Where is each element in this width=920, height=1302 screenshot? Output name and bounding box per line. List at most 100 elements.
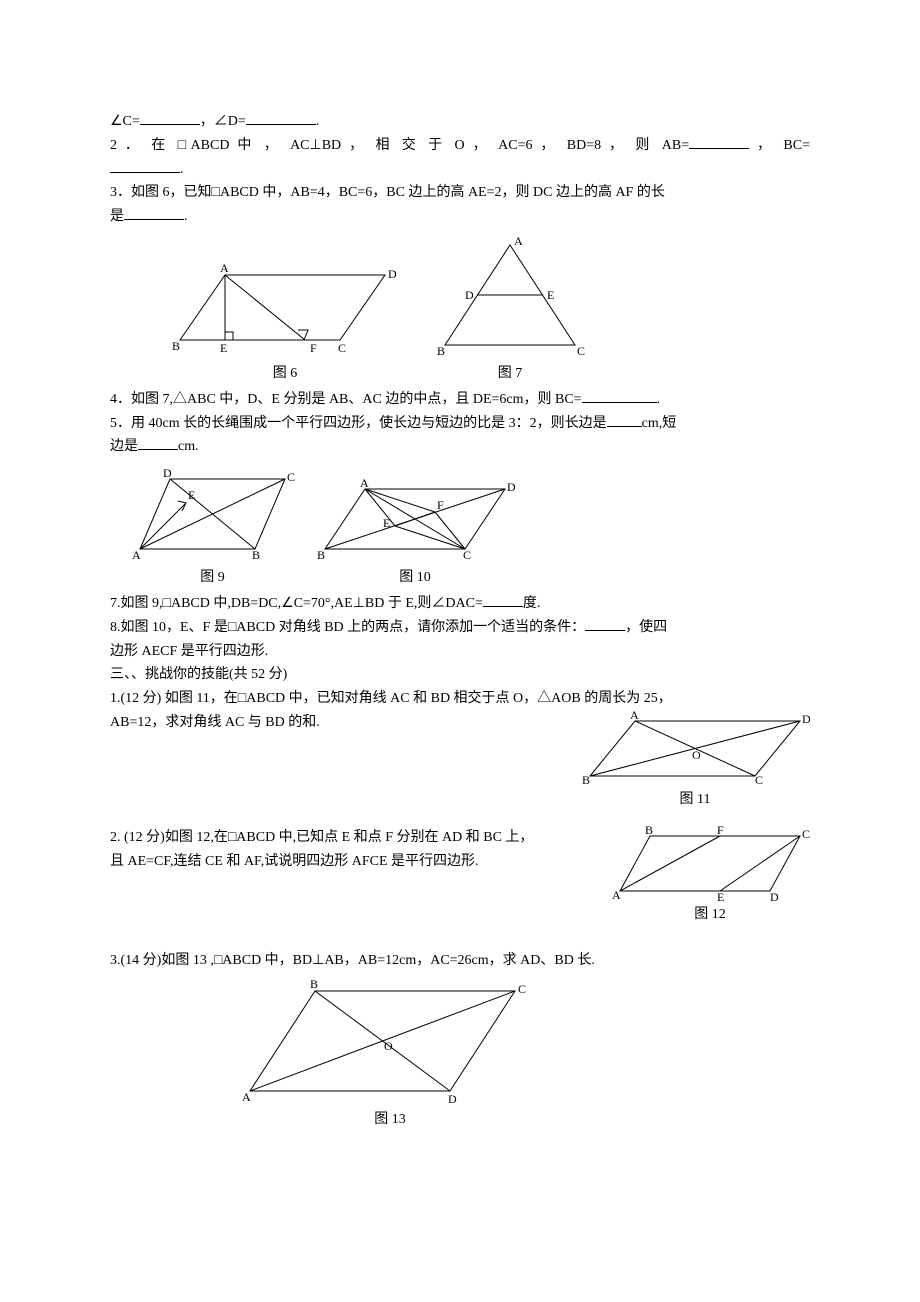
fig7-E: E xyxy=(547,288,554,302)
p2-line2: 且 AE=CF,连结 CE 和 AF,试说明四边形 AFCE 是平行四边形. xyxy=(110,850,600,874)
fig11-caption: 图 11 xyxy=(680,788,711,812)
q4-b: . xyxy=(657,392,661,407)
fig12-caption: 图 12 xyxy=(694,903,726,927)
fig12-F: F xyxy=(717,826,724,837)
q1-blank-c xyxy=(140,110,200,125)
fig13-O: O xyxy=(384,1039,393,1053)
fig10-D: D xyxy=(507,480,515,494)
q3-blank xyxy=(124,205,184,220)
q3-text2a: 是 xyxy=(110,209,124,224)
q1-blank-d xyxy=(246,110,316,125)
fig10-C: C xyxy=(463,548,471,562)
q3-text2b: . xyxy=(184,209,188,224)
q5-blank1 xyxy=(607,412,642,427)
q3-text1: 3．如图 6，已知□ABCD 中，AB=4，BC=6，BC 边上的高 AE=2，… xyxy=(110,185,665,200)
fig11-D: D xyxy=(802,712,810,726)
fig10-F: F xyxy=(437,498,444,512)
fig-row-6-7: A D B E F C 图 6 A D E B C 图 7 xyxy=(170,235,810,386)
fig13: B C A D O 图 13 xyxy=(240,976,540,1132)
q7-line: 7.如图 9,□ABCD 中,DB=DC,∠C=70°,AE⊥BD 于 E,则∠… xyxy=(110,592,810,616)
q2-line1: 2 ． 在 □ABCD 中 ， AC⊥BD ， 相 交 于 O ， AC=6 ，… xyxy=(110,134,810,158)
q5-1b: cm,短 xyxy=(642,416,677,431)
fig10: A D B C E F 图 10 xyxy=(315,479,515,590)
q4-blank xyxy=(582,388,657,403)
fig6-D: D xyxy=(388,267,397,281)
q8-line2: 边形 AECF 是平行四边形. xyxy=(110,640,810,664)
q4-line: 4．如图 7,△ABC 中，D、E 分别是 AB、AC 边的中点，且 DE=6c… xyxy=(110,388,810,412)
fig10-E: E xyxy=(383,516,390,530)
fig10-A: A xyxy=(360,479,369,490)
q8-1b: ，使四 xyxy=(625,620,667,635)
q3-line1: 3．如图 6，已知□ABCD 中，AB=4，BC=6，BC 边上的高 AE=2，… xyxy=(110,181,810,205)
fig12-E: E xyxy=(717,890,724,901)
q1-line: ∠C= ，∠D=. xyxy=(110,110,810,134)
q5-1a: 5．用 40cm 长的长绳围成一个平行四边形，使长边与短边的比是 3：2，则长边… xyxy=(110,416,607,431)
q8-line1: 8.如图 10，E、F 是□ABCD 对角线 BD 上的两点，请你添加一个适当的… xyxy=(110,616,810,640)
p1-line1: 1.(12 分) 如图 11，在□ABCD 中，已知对角线 AC 和 BD 相交… xyxy=(110,687,810,711)
q2-blank-bc xyxy=(110,158,180,173)
q2-b: ， BC= xyxy=(749,138,810,153)
q2-line2: . xyxy=(110,158,810,182)
q7-b: 度. xyxy=(523,596,541,611)
fig9-A: A xyxy=(132,548,141,562)
fig7-B: B xyxy=(437,344,445,358)
fig13-svg: B C A D O xyxy=(240,976,540,1106)
fig11: A D B C O 图 11 xyxy=(580,711,810,812)
p1-row: AB=12，求对角线 AC 与 BD 的和. A D B C O 图 11 xyxy=(110,711,810,812)
q8-2: 边形 AECF 是平行四边形. xyxy=(110,644,268,659)
q2-a: 2 ． 在 □ABCD 中 ， AC⊥BD ， 相 交 于 O ， AC=6 ，… xyxy=(110,138,689,153)
q2-c: . xyxy=(180,162,184,177)
p2-text: 2. (12 分)如图 12,在□ABCD 中,已知点 E 和点 F 分别在 A… xyxy=(110,826,600,874)
fig12-C: C xyxy=(802,827,810,841)
fig7-D: D xyxy=(465,288,474,302)
fig12-B: B xyxy=(645,826,653,837)
p1-line2: AB=12，求对角线 AC 与 BD 的和. xyxy=(110,711,570,735)
q5-line1: 5．用 40cm 长的长绳围成一个平行四边形，使长边与短边的比是 3：2，则长边… xyxy=(110,412,810,436)
fig11-svg: A D B C O xyxy=(580,711,810,786)
fig13-A: A xyxy=(242,1090,251,1104)
fig9-B: B xyxy=(252,548,260,562)
q8-1a: 8.如图 10，E、F 是□ABCD 对角线 BD 上的两点，请你添加一个适当的… xyxy=(110,620,585,635)
q4-a: 4．如图 7,△ABC 中，D、E 分别是 AB、AC 边的中点，且 DE=6c… xyxy=(110,392,582,407)
p2-line1: 2. (12 分)如图 12,在□ABCD 中,已知点 E 和点 F 分别在 A… xyxy=(110,826,600,850)
fig9-caption: 图 9 xyxy=(200,566,225,590)
fig12-D: D xyxy=(770,890,779,901)
fig10-B: B xyxy=(317,548,325,562)
fig-row-9-10: D C A B E 图 9 A xyxy=(130,469,810,590)
q1-mid: ，∠D= xyxy=(200,114,246,129)
fig12-svg: B F C A E D xyxy=(610,826,810,901)
fig9-D: D xyxy=(163,469,172,480)
fig6-caption: 图 6 xyxy=(273,362,298,386)
fig9-C: C xyxy=(287,470,295,484)
fig9: D C A B E 图 9 xyxy=(130,469,295,590)
fig12-A: A xyxy=(612,888,621,901)
fig9-svg: D C A B E xyxy=(130,469,295,564)
fig6-C: C xyxy=(338,341,346,355)
fig11-A: A xyxy=(630,711,639,722)
fig7-C: C xyxy=(577,344,585,358)
fig11-C: C xyxy=(755,773,763,786)
q1-suffix: . xyxy=(316,114,320,129)
fig6-E: E xyxy=(220,341,227,355)
q5-2a: 边是 xyxy=(110,439,138,454)
q8-blank xyxy=(585,616,625,631)
fig7-svg: A D E B C xyxy=(430,235,590,360)
fig13-D: D xyxy=(448,1092,457,1106)
fig9-E: E xyxy=(188,488,195,502)
fig10-caption: 图 10 xyxy=(399,566,431,590)
section3-title: 三、、挑战你的技能(共 52 分) xyxy=(110,663,810,687)
fig6-A: A xyxy=(220,261,229,275)
q7-a: 7.如图 9,□ABCD 中,DB=DC,∠C=70°,AE⊥BD 于 E,则∠… xyxy=(110,596,483,611)
fig13-B: B xyxy=(310,977,318,991)
fig7: A D E B C 图 7 xyxy=(430,235,590,386)
q7-blank xyxy=(483,592,523,607)
spacer2 xyxy=(110,927,810,949)
fig6-F: F xyxy=(310,341,317,355)
q5-line2: 边是 cm. xyxy=(110,435,810,459)
q1-prefix: ∠C= xyxy=(110,114,140,129)
fig7-caption: 图 7 xyxy=(498,362,523,386)
q5-blank2 xyxy=(138,435,178,450)
q5-2b: cm. xyxy=(178,439,199,454)
fig6: A D B E F C 图 6 xyxy=(170,260,400,386)
p2-row: 2. (12 分)如图 12,在□ABCD 中,已知点 E 和点 F 分别在 A… xyxy=(110,826,810,927)
